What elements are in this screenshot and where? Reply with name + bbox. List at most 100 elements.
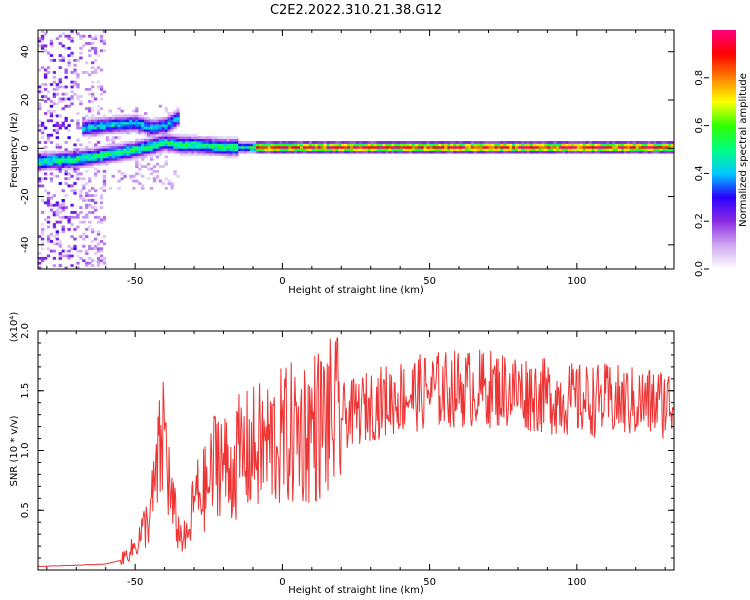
heatmap-cell bbox=[49, 109, 54, 113]
heatmap-cell bbox=[568, 145, 572, 149]
heatmap-cell bbox=[70, 162, 74, 166]
heatmap-cell bbox=[88, 136, 92, 140]
heatmap-cell bbox=[423, 150, 428, 154]
heatmap-cell bbox=[194, 150, 198, 154]
heatmap-cell bbox=[314, 148, 319, 152]
heatmap-cell bbox=[509, 150, 513, 154]
heatmap-cell bbox=[96, 259, 101, 263]
heatmap-cell bbox=[52, 203, 57, 207]
heatmap-cell bbox=[285, 148, 289, 152]
heatmap-cell bbox=[179, 145, 183, 149]
heatmap-cell bbox=[149, 124, 154, 127]
heatmap-cell bbox=[61, 92, 65, 96]
heatmap-cell bbox=[482, 148, 486, 152]
heatmap-cell bbox=[173, 109, 177, 113]
heatmap-cell bbox=[38, 90, 42, 94]
heatmap-cell bbox=[58, 80, 62, 84]
heatmap-cell bbox=[129, 143, 133, 147]
heatmap-cell bbox=[138, 162, 142, 166]
heatmap-cell bbox=[146, 119, 151, 123]
heatmap-cell bbox=[93, 119, 98, 123]
heatmap-cell bbox=[176, 119, 180, 123]
heatmap-cell bbox=[279, 145, 283, 149]
heatmap-cell bbox=[105, 124, 110, 127]
heatmap-cell bbox=[38, 157, 42, 161]
heatmap-cell bbox=[99, 150, 104, 154]
heatmap-cell bbox=[170, 138, 174, 142]
heatmap-cell bbox=[141, 150, 145, 154]
heatmap-cell bbox=[138, 155, 142, 159]
heatmap-cell bbox=[123, 155, 127, 159]
heatmap-cell bbox=[99, 128, 104, 132]
heatmap-cell bbox=[52, 87, 57, 91]
heatmap-cell bbox=[164, 131, 168, 135]
heatmap-cell bbox=[220, 148, 224, 152]
heatmap-cell bbox=[91, 121, 95, 125]
heatmap-cell bbox=[85, 206, 89, 210]
heatmap-cell bbox=[43, 256, 48, 260]
heatmap-cell bbox=[526, 148, 531, 152]
heatmap-cell bbox=[149, 126, 154, 130]
heatmap-cell bbox=[397, 145, 401, 149]
heatmap-cell bbox=[99, 247, 104, 251]
heatmap-cell bbox=[532, 143, 537, 147]
heatmap-cell bbox=[129, 126, 133, 130]
heatmap-cell bbox=[55, 145, 60, 149]
heatmap-cell bbox=[565, 148, 569, 152]
heatmap-cell bbox=[173, 170, 177, 173]
heatmap-cell bbox=[335, 148, 339, 152]
heatmap-cell bbox=[176, 143, 180, 147]
heatmap-cell bbox=[76, 73, 80, 77]
heatmap-cell bbox=[668, 148, 672, 152]
heatmap-cell bbox=[91, 264, 95, 267]
heatmap-cell bbox=[544, 141, 548, 144]
heatmap-cell bbox=[126, 116, 130, 120]
heatmap-cell bbox=[43, 68, 48, 72]
heatmap-cell bbox=[38, 162, 42, 166]
heatmap-cell bbox=[82, 119, 86, 123]
heatmap-cell bbox=[46, 66, 51, 70]
heatmap-cell bbox=[135, 131, 139, 135]
heatmap-cell bbox=[464, 141, 469, 144]
heatmap-cell bbox=[176, 148, 180, 152]
heatmap-cell bbox=[662, 150, 666, 154]
heatmap-cell bbox=[67, 104, 71, 108]
heatmap-cell bbox=[96, 131, 101, 135]
heatmap-cell bbox=[58, 170, 62, 173]
heatmap-cell bbox=[144, 126, 148, 130]
heatmap-cell bbox=[158, 179, 163, 183]
heatmap-cell bbox=[138, 143, 142, 147]
heatmap-cell bbox=[91, 186, 95, 190]
heatmap-cell bbox=[235, 143, 239, 147]
heatmap-cell bbox=[155, 136, 160, 140]
heatmap-cell bbox=[96, 121, 101, 125]
heatmap-cell bbox=[85, 61, 89, 65]
heatmap-cell bbox=[79, 165, 83, 168]
heatmap-cell bbox=[67, 160, 71, 164]
heatmap-cell bbox=[494, 150, 498, 154]
heatmap-cell bbox=[55, 150, 60, 154]
heatmap-cell bbox=[264, 141, 269, 144]
heatmap-cell bbox=[220, 143, 224, 147]
heatmap-cell bbox=[141, 141, 145, 144]
heatmap-cell bbox=[597, 141, 601, 144]
heatmap-cell bbox=[559, 150, 563, 154]
heatmap-cell bbox=[64, 172, 68, 176]
heatmap-cell bbox=[535, 145, 539, 149]
heatmap-cell bbox=[76, 213, 80, 217]
heatmap-cell bbox=[417, 143, 422, 147]
heatmap-cell bbox=[176, 124, 180, 127]
heatmap-cell bbox=[85, 160, 89, 164]
heatmap-cell bbox=[132, 174, 136, 178]
heatmap-cell bbox=[73, 227, 77, 231]
heatmap-cell bbox=[205, 138, 210, 142]
heatmap-cell bbox=[361, 145, 366, 149]
heatmap-cell bbox=[394, 148, 398, 152]
heatmap-cell bbox=[82, 124, 86, 127]
heatmap-cell bbox=[391, 150, 395, 154]
heatmap-cell bbox=[61, 150, 65, 154]
heatmap-cell bbox=[152, 124, 157, 127]
heatmap-cell bbox=[600, 148, 604, 152]
heatmap-cell bbox=[161, 121, 166, 125]
heatmap-cell bbox=[553, 143, 557, 147]
